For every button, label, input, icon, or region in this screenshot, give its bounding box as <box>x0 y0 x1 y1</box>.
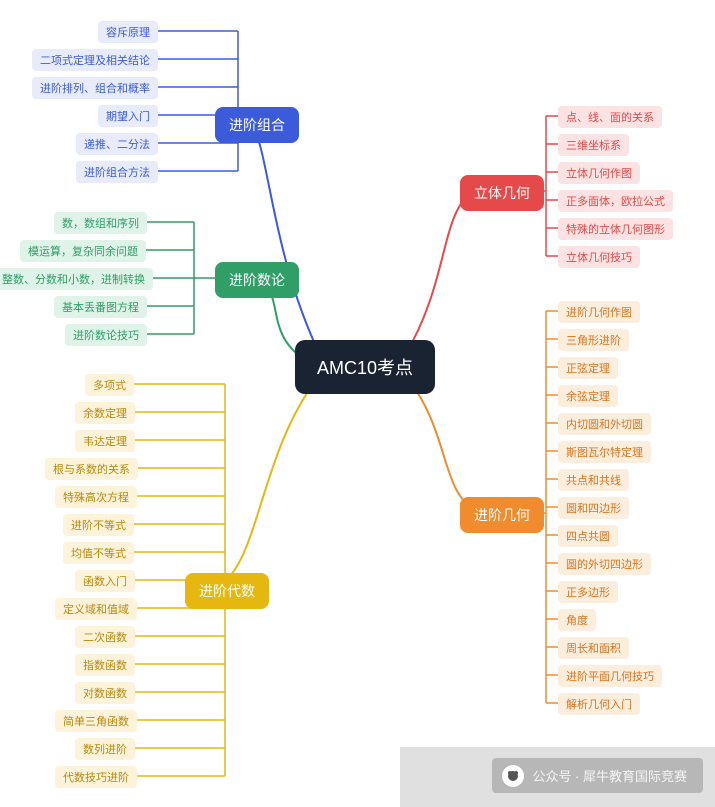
leaf-algebra-12: 简单三角函数 <box>55 710 137 732</box>
leaf-algebra-11: 对数函数 <box>75 682 135 704</box>
branch-numtheory: 进阶数论 <box>215 262 299 298</box>
leaf-numtheory-4: 进阶数论技巧 <box>65 324 147 346</box>
leaf-algebra-1: 余数定理 <box>75 402 135 424</box>
center-node: AMC10考点 <box>295 340 435 394</box>
leaf-comb-1: 二项式定理及相关结论 <box>32 49 158 71</box>
leaf-planegeo-7: 圆和四边形 <box>558 497 629 519</box>
branch-planegeo: 进阶几何 <box>460 497 544 533</box>
leaf-solidgeo-4: 特殊的立体几何图形 <box>558 218 673 240</box>
leaf-planegeo-4: 内切圆和外切圆 <box>558 413 651 435</box>
wechat-icon <box>502 765 524 787</box>
leaf-comb-0: 容斥原理 <box>98 21 158 43</box>
leaf-planegeo-13: 进阶平面几何技巧 <box>558 665 662 687</box>
leaf-planegeo-9: 圆的外切四边形 <box>558 553 651 575</box>
leaf-planegeo-12: 周长和面积 <box>558 637 629 659</box>
leaf-comb-2: 进阶排列、组合和概率 <box>32 77 158 99</box>
leaf-algebra-4: 特殊高次方程 <box>55 486 137 508</box>
leaf-solidgeo-3: 正多面体，欧拉公式 <box>558 190 673 212</box>
leaf-numtheory-1: 模运算，复杂同余问题 <box>20 240 146 262</box>
branch-comb: 进阶组合 <box>215 107 299 143</box>
leaf-algebra-13: 数列进阶 <box>75 738 135 760</box>
branch-solidgeo: 立体几何 <box>460 175 544 211</box>
leaf-planegeo-1: 三角形进阶 <box>558 329 629 351</box>
leaf-algebra-7: 函数入门 <box>75 570 135 592</box>
branch-algebra: 进阶代数 <box>185 573 269 609</box>
leaf-algebra-10: 指数函数 <box>75 654 135 676</box>
leaf-numtheory-3: 基本丢番图方程 <box>54 296 147 318</box>
leaf-algebra-5: 进阶不等式 <box>63 514 134 536</box>
watermark-text: 公众号 · 犀牛教育国际竞赛 <box>532 766 687 785</box>
leaf-solidgeo-5: 立体几何技巧 <box>558 246 640 268</box>
leaf-solidgeo-0: 点、线、面的关系 <box>558 106 662 128</box>
leaf-planegeo-2: 正弦定理 <box>558 357 618 379</box>
leaf-algebra-9: 二次函数 <box>75 626 135 648</box>
wechat-watermark: 公众号 · 犀牛教育国际竞赛 <box>492 758 703 793</box>
leaf-planegeo-8: 四点共圆 <box>558 525 618 547</box>
leaf-algebra-6: 均值不等式 <box>63 542 134 564</box>
leaf-solidgeo-1: 三维坐标系 <box>558 134 629 156</box>
leaf-algebra-14: 代数技巧进阶 <box>55 766 137 788</box>
leaf-solidgeo-2: 立体几何作图 <box>558 162 640 184</box>
leaf-comb-5: 进阶组合方法 <box>76 161 158 183</box>
leaf-comb-4: 递推、二分法 <box>76 133 158 155</box>
leaf-comb-3: 期望入门 <box>98 105 158 127</box>
leaf-planegeo-0: 进阶几何作图 <box>558 301 640 323</box>
leaf-planegeo-6: 共点和共线 <box>558 469 629 491</box>
leaf-numtheory-2: 整数、分数和小数，进制转换 <box>0 268 153 290</box>
leaf-algebra-2: 韦达定理 <box>75 430 135 452</box>
leaf-planegeo-11: 角度 <box>558 609 596 631</box>
leaf-planegeo-3: 余弦定理 <box>558 385 618 407</box>
leaf-algebra-0: 多项式 <box>85 374 134 396</box>
leaf-planegeo-14: 解析几何入门 <box>558 693 640 715</box>
leaf-planegeo-5: 斯图瓦尔特定理 <box>558 441 651 463</box>
leaf-numtheory-0: 数，数组和序列 <box>54 212 147 234</box>
leaf-algebra-8: 定义域和值域 <box>55 598 137 620</box>
leaf-algebra-3: 根与系数的关系 <box>45 458 138 480</box>
leaf-planegeo-10: 正多边形 <box>558 581 618 603</box>
